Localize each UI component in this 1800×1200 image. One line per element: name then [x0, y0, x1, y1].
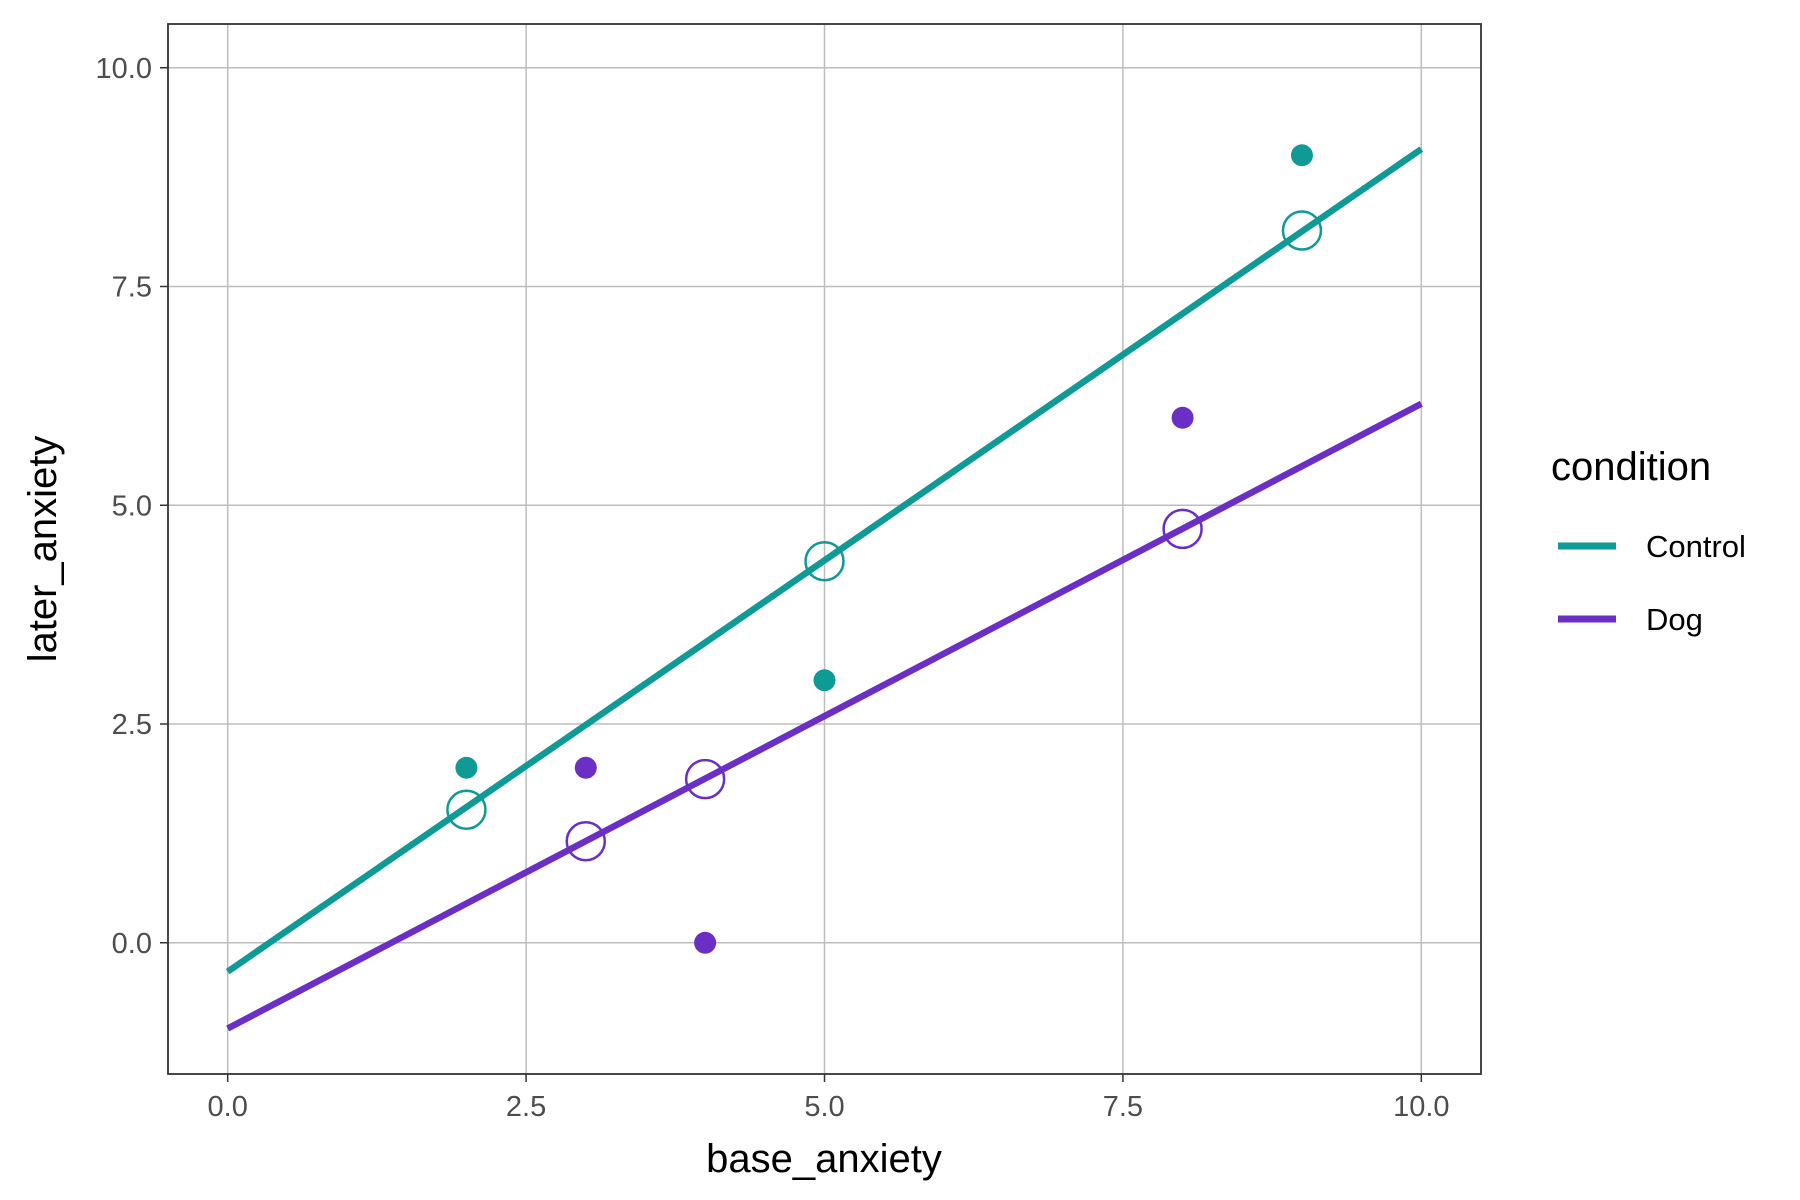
y-tick-label-2: 5.0 [112, 490, 152, 522]
fitted-point-control-2 [1281, 210, 1323, 251]
fitted-point-dog-2 [1162, 508, 1203, 550]
observed-point-dog-0 [574, 756, 597, 779]
fit-lines [225, 146, 1424, 1032]
x-tick-label-2: 5.0 [804, 1091, 844, 1123]
observed-point-dog-2 [1171, 406, 1194, 429]
grid-lines [168, 24, 1481, 1074]
x-tick-label-0: 0.0 [208, 1091, 248, 1123]
x-axis-title: base_anxiety [706, 1137, 942, 1181]
observed-point-control-1 [813, 669, 836, 692]
y-axis-title: later_anxiety [21, 436, 65, 663]
fitted-point-dog-1 [684, 758, 726, 800]
observed-point-control-0 [455, 756, 478, 779]
fit-line-dog [226, 400, 1423, 1032]
y-tick-label-3: 7.5 [112, 272, 152, 304]
legend-title: condition [1551, 445, 1711, 489]
observed-point-dog-1 [694, 931, 717, 954]
legend: condition Control Dog [1551, 445, 1746, 637]
y-tick-label-1: 2.5 [112, 709, 152, 741]
legend-label-control: Control [1646, 529, 1746, 564]
fitted-point-dog-0 [565, 821, 607, 862]
y-tick-label-4: 10.0 [96, 53, 152, 85]
x-tick-label-3: 7.5 [1103, 1091, 1143, 1123]
x-tick-label-1: 2.5 [506, 1091, 546, 1123]
fitted-point-control-0 [446, 789, 487, 830]
fitted-point-control-1 [804, 541, 845, 582]
x-tick-label-4: 10.0 [1393, 1091, 1449, 1123]
legend-label-dog: Dog [1646, 602, 1703, 637]
fit-line-control [225, 146, 1424, 975]
observed-point-control-2 [1290, 144, 1313, 167]
data-points [446, 144, 1323, 954]
y-tick-label-0: 0.0 [112, 928, 152, 960]
y-axis-ticks: 0.0 2.5 5.0 7.5 10.0 [96, 53, 168, 960]
x-axis-ticks: 0.0 2.5 5.0 7.5 10.0 [208, 1074, 1450, 1123]
